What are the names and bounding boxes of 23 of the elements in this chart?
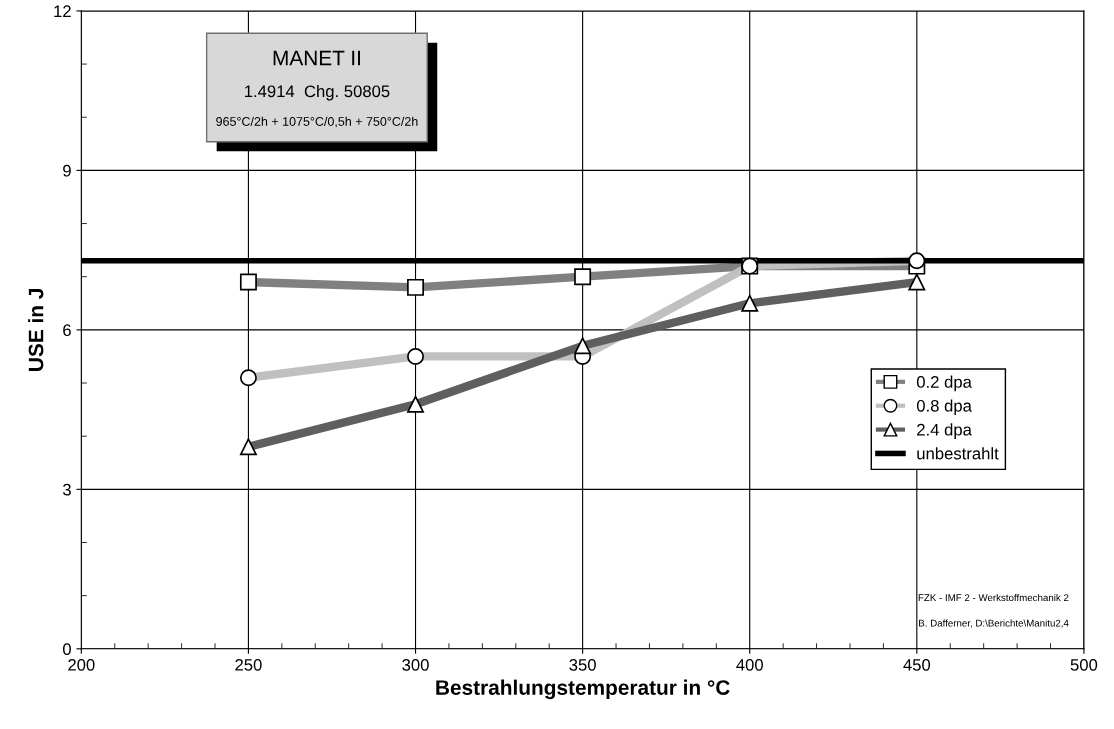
y-tick-label: 0 (62, 643, 71, 656)
x-axis-title: Bestrahlungstemperatur in °C (436, 679, 730, 700)
x-tick-label: 450 (903, 658, 931, 671)
x-tick-label: 350 (569, 658, 596, 671)
x-tick-label: 500 (1070, 658, 1098, 671)
annotation: FZK - IMF 2 - Werkstoffmechanik 2 (918, 593, 1069, 602)
y-tick-label: 6 (63, 324, 71, 337)
legend-label: 0.8 dpa (916, 399, 972, 416)
legend-label: 0.2 dpa (916, 375, 972, 392)
y-tick-label: 12 (54, 5, 71, 17)
x-tick-label: 250 (235, 658, 262, 671)
y-tick-label: 3 (62, 483, 71, 496)
y-axis-title: USE in J (28, 289, 44, 371)
annotation: 965°C/2h + 1075°C/0,5h + 750°C/2h (216, 116, 418, 128)
x-tick-label: 200 (68, 658, 95, 671)
annotation: 1.4914 Chg. 50805 (245, 84, 390, 101)
annotation: B. Dafferner, D:\Berichte\Manitu2,4 (919, 619, 1069, 628)
x-tick-label: 400 (736, 658, 763, 671)
x-tick-label: 300 (402, 658, 429, 671)
y-tick-label: 9 (63, 164, 71, 177)
legend-label: unbestrahlt (917, 447, 999, 460)
annotation: MANET II (273, 50, 360, 66)
legend-label: 2.4 dpa (917, 423, 972, 439)
